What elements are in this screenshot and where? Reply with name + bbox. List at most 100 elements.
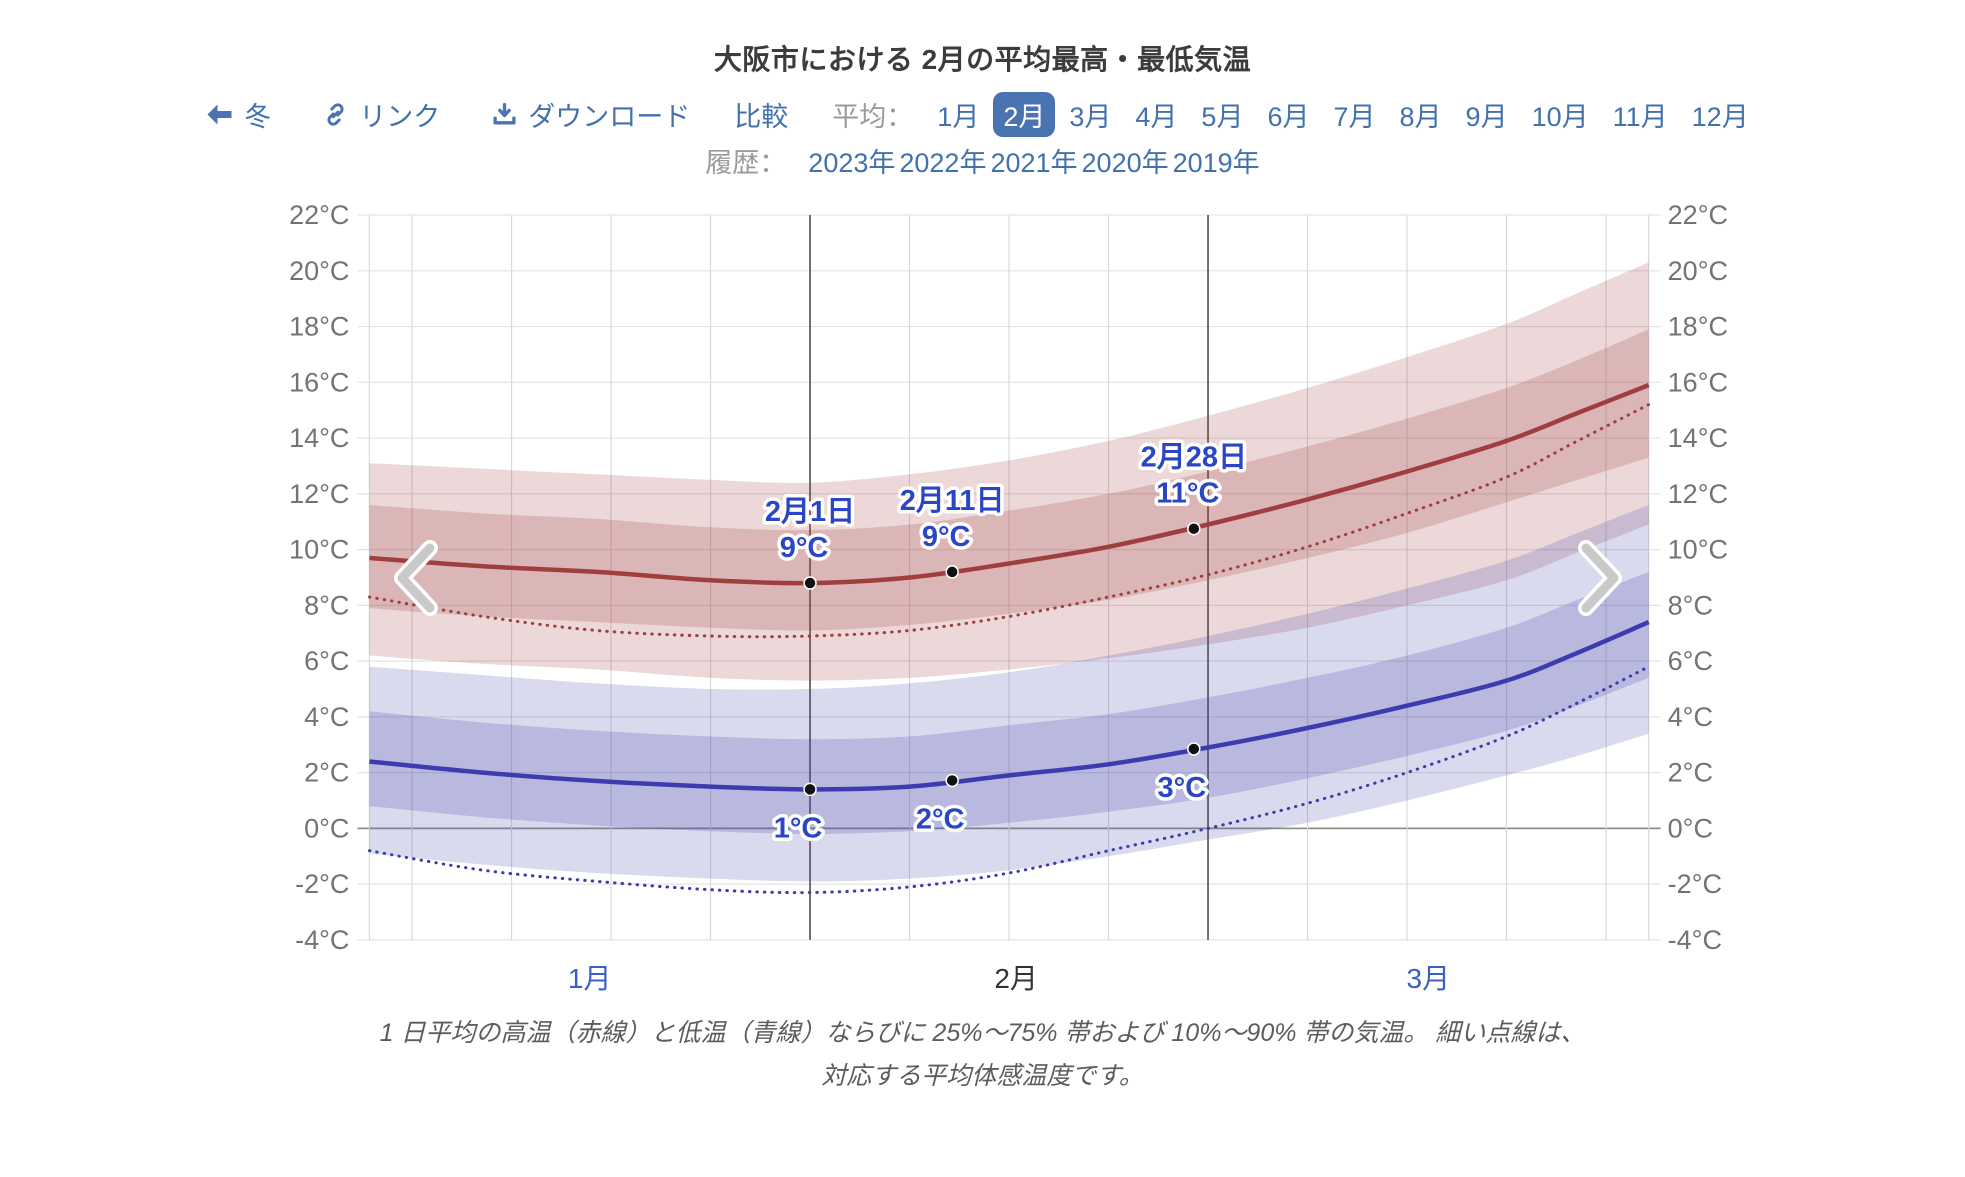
y-tick-right-20: 20°C <box>1668 256 1728 286</box>
annotations: 2月1日 9°C 2月11日 9°C 2月28日 11°C 1°C 2°C 3°C <box>761 438 1250 848</box>
annotation-label: 2月11日 <box>900 485 1005 517</box>
chart-caption: 1 日平均の高温（赤線）と低温（青線）ならびに 25%～75% 帯および 10%… <box>0 1012 1965 1098</box>
low-dot-2月28日 <box>1187 742 1201 756</box>
annotation-label: 2月28日 <box>1141 442 1247 474</box>
annotation-label: 11°C <box>1156 478 1219 510</box>
download-label: ダウンロード <box>528 102 691 132</box>
y-tick-left--4: -4°C <box>295 925 349 955</box>
low-dot-2月11日 <box>945 773 959 788</box>
y-tick-left--2: -2°C <box>295 869 349 899</box>
month-tab-8月[interactable]: 8月 <box>1399 102 1442 132</box>
next-period-chevron[interactable] <box>1578 540 1622 616</box>
line-high_mean <box>369 383 1650 586</box>
history-year-2023年[interactable]: 2023年 <box>808 148 896 178</box>
y-tick-left-0: 0°C <box>304 813 349 843</box>
y-tick-left-16: 16°C <box>289 367 349 397</box>
history-year-2020年[interactable]: 2020年 <box>1081 148 1169 178</box>
y-axis-left: 22°C 20°C 18°C 16°C 14°C 12°C 10°C 8°C 6°C 4°C 2°C… <box>289 200 349 955</box>
download-link[interactable]: ダウンロード <box>492 95 690 134</box>
history-year-list: 2023年 2022年 2021年 2020年 2019年 <box>808 141 1259 180</box>
line-low_mean <box>369 620 1650 792</box>
y-tick-right-10: 10°C <box>1668 535 1728 565</box>
y-tick-right-2: 2°C <box>1668 758 1713 788</box>
month-tab-7月[interactable]: 7月 <box>1333 102 1376 132</box>
month-tab-4月[interactable]: 4月 <box>1135 102 1178 132</box>
month-tab-12月[interactable]: 12月 <box>1691 102 1749 132</box>
annotation-label: 9°C <box>922 521 971 553</box>
annotation-label: 9°C <box>780 532 829 564</box>
y-tick-right-16: 16°C <box>1668 367 1728 397</box>
low-dot-2月1日 <box>803 782 817 797</box>
high-dot-2月28日 <box>1187 521 1201 536</box>
permalink-link[interactable]: リンク <box>323 95 440 134</box>
y-tick-right-8: 8°C <box>1668 590 1713 620</box>
annotation-label: 2月1日 <box>765 496 855 528</box>
caption-line-1: 1 日平均の高温（赤線）と低温（青線）ならびに 25%～75% 帯および 10%… <box>379 1019 1586 1047</box>
back-to-season-link[interactable]: 冬 <box>206 95 271 134</box>
y-tick-right-18: 18°C <box>1668 312 1728 342</box>
x-month-label-1月[interactable]: 1月 <box>568 963 612 994</box>
y-tick-left-10: 10°C <box>289 535 349 565</box>
line-high_feels <box>367 403 1651 639</box>
y-tick-left-14: 14°C <box>289 423 349 453</box>
history-label: 履歴： <box>705 148 787 178</box>
y-tick-left-4: 4°C <box>304 702 349 732</box>
y-tick-right-4: 4°C <box>1668 702 1713 732</box>
history-year-2021年[interactable]: 2021年 <box>990 148 1078 178</box>
link-label: リンク <box>359 102 441 132</box>
y-tick-right-12: 12°C <box>1668 479 1728 509</box>
month-tab-bar: 1月 2月 3月 4月 5月 6月 7月 8月 9月 10月 11月 12月 <box>927 92 1758 137</box>
page-title: 大阪市における 2月の平均最高・最低気温 <box>713 44 1252 75</box>
prev-period-chevron[interactable] <box>394 540 438 616</box>
y-tick-right-0: 0°C <box>1668 813 1713 843</box>
y-tick-right-6: 6°C <box>1668 646 1713 676</box>
month-tab-1月[interactable]: 1月 <box>937 102 980 132</box>
download-icon <box>492 102 517 127</box>
month-tab-6月[interactable]: 6月 <box>1267 102 1310 132</box>
compare-link[interactable]: 比較 <box>734 95 788 134</box>
y-tick-left-12: 12°C <box>289 479 349 509</box>
month-tab-11月[interactable]: 11月 <box>1612 102 1668 132</box>
back-link-label: 冬 <box>244 102 272 132</box>
y-tick-right-14: 14°C <box>1668 423 1728 453</box>
y-tick-left-18: 18°C <box>289 312 349 342</box>
high-dot-2月11日 <box>945 565 959 579</box>
x-month-label-2月: 2月 <box>994 963 1038 994</box>
y-tick-left-2: 2°C <box>304 758 349 788</box>
caption-line-2: 対応する平均体感温度です。 <box>821 1062 1144 1090</box>
annotation-label: 2°C <box>916 803 965 835</box>
history-bar: 履歴： 2023年 2022年 2021年 2020年 2019年 <box>0 141 1965 180</box>
y-tick-left-6: 6°C <box>304 646 349 676</box>
x-axis-months: 1月 2月 3月 <box>568 963 1450 994</box>
y-tick-left-20: 20°C <box>289 256 349 286</box>
link-chain-icon <box>323 102 348 127</box>
y-tick-right-22: 22°C <box>1668 200 1728 230</box>
y-tick-right--4: -4°C <box>1668 925 1722 955</box>
line-low_feels <box>367 665 1651 895</box>
compare-label: 比較 <box>734 102 789 132</box>
month-tab-2月[interactable]: 2月 <box>993 92 1056 137</box>
history-year-2019年[interactable]: 2019年 <box>1172 148 1260 178</box>
y-axis-right: 22°C 20°C 18°C 16°C 14°C 12°C 10°C 8°C 6°C 4°C 2°C… <box>1668 200 1728 955</box>
annotation-label: 3°C <box>1157 772 1206 804</box>
high-dot-2月1日 <box>803 576 817 590</box>
annotation-label: 1°C <box>774 812 823 844</box>
month-tab-3月[interactable]: 3月 <box>1069 102 1112 132</box>
y-tick-left-8: 8°C <box>304 590 349 620</box>
band-high_band_outer <box>369 262 1649 681</box>
y-tick-right--2: -2°C <box>1668 869 1722 899</box>
month-tab-5月[interactable]: 5月 <box>1201 102 1244 132</box>
y-tick-left-22: 22°C <box>289 200 349 230</box>
temperature-lines <box>367 383 1651 895</box>
history-year-2022年[interactable]: 2022年 <box>899 148 987 178</box>
x-month-label-3月[interactable]: 3月 <box>1407 963 1451 994</box>
toolbar: 冬 リンク ダウンロード 比較 <box>0 92 1965 137</box>
month-tab-9月[interactable]: 9月 <box>1465 102 1508 132</box>
band-high_band_inner <box>369 329 1649 631</box>
band-low_band_inner <box>369 571 1649 834</box>
back-arrow-icon <box>206 103 233 126</box>
average-label: 平均： <box>832 102 914 132</box>
month-tab-10月[interactable]: 10月 <box>1531 102 1589 132</box>
